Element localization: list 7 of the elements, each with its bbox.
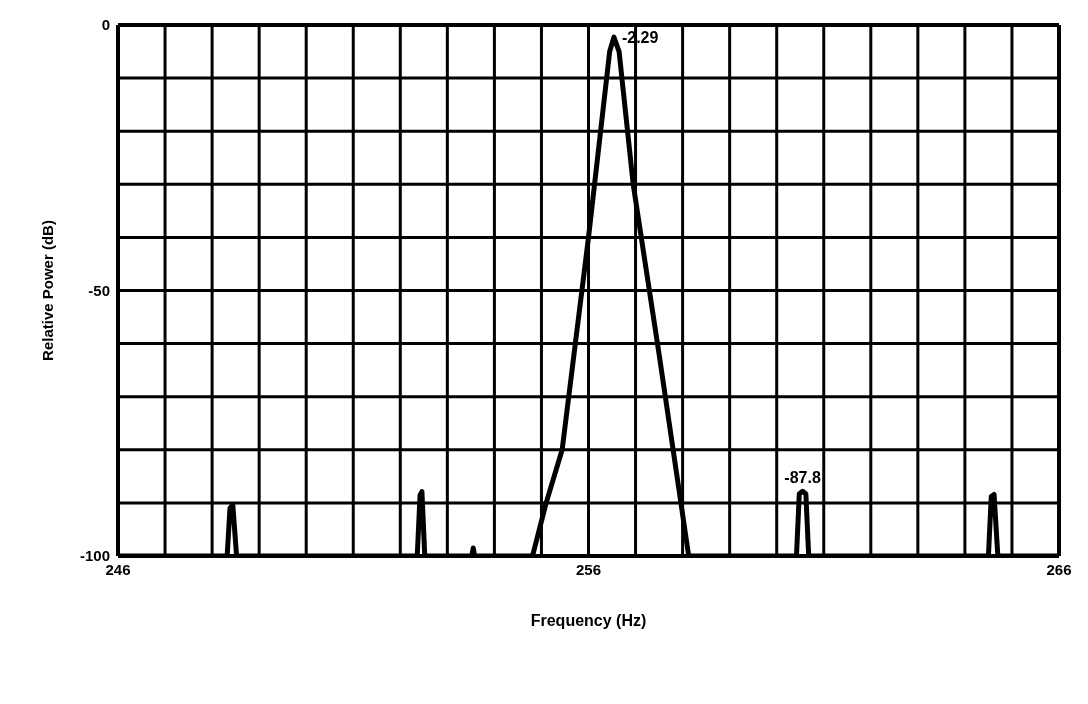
x-axis-title: Frequency (Hz): [530, 612, 647, 629]
y-axis-title: Relative Power (dB): [39, 220, 57, 361]
x-tick-label: 266: [1046, 560, 1072, 578]
annotation: -87.8: [784, 469, 821, 487]
y-tick-label: 0: [101, 16, 110, 34]
y-tick-label: -50: [88, 281, 110, 299]
x-tick-label: 256: [575, 560, 602, 578]
